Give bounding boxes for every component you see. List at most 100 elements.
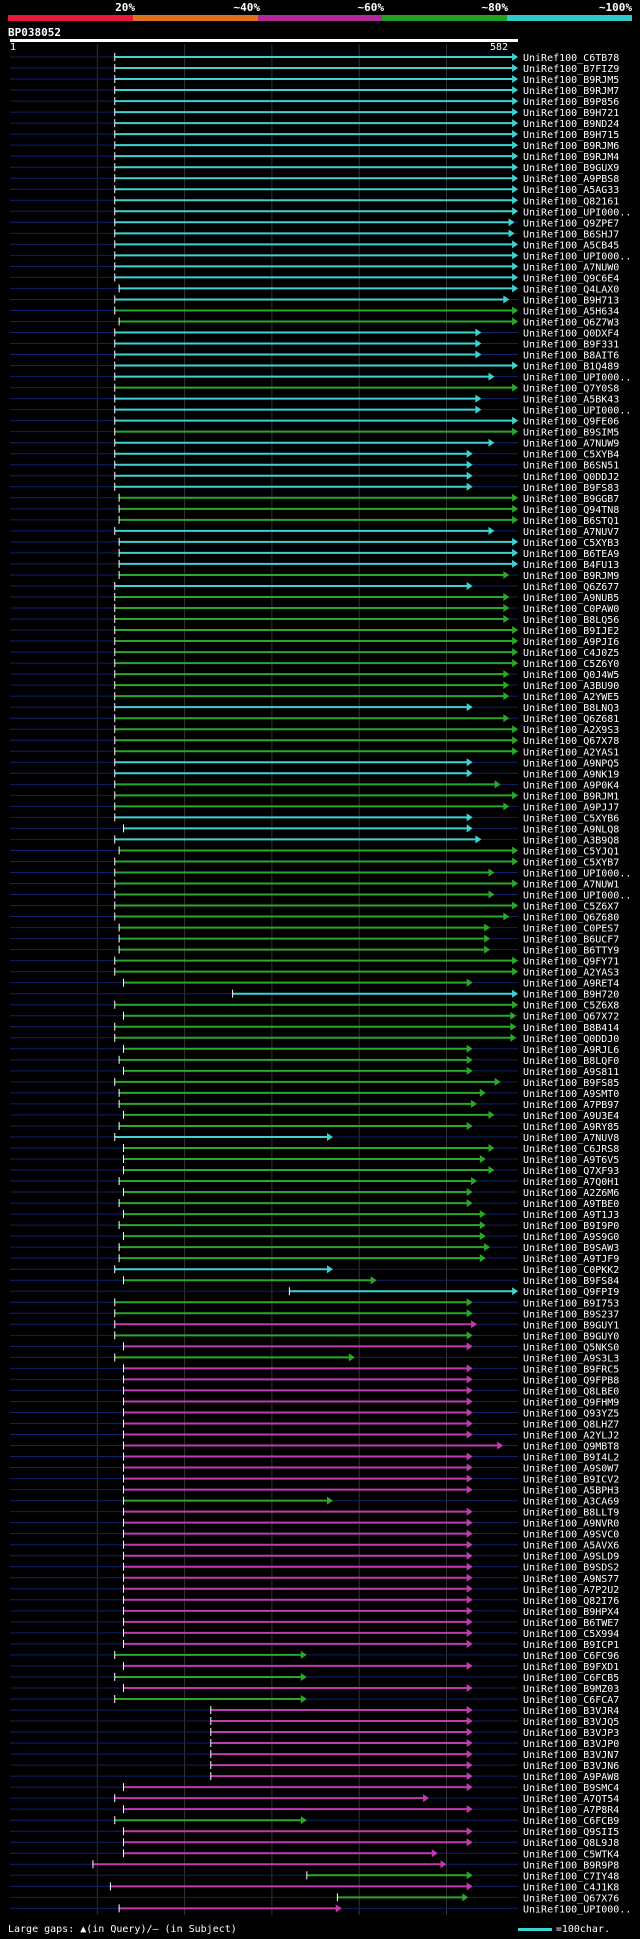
hit-end-arrow bbox=[466, 1617, 473, 1626]
hit-row: UniRef100_C5XYB3 bbox=[10, 537, 619, 549]
query-id: BP038052 bbox=[8, 26, 61, 39]
hit-label: UniRef100_C7IY48 bbox=[523, 1871, 619, 1882]
hit-row: UniRef100_B9ND24 bbox=[10, 119, 619, 130]
hit-row: UniRef100_A7NUW0 bbox=[10, 262, 619, 273]
hit-row: UniRef100_B9H713 bbox=[10, 295, 619, 306]
hit-label: UniRef100_Q82161 bbox=[523, 196, 619, 207]
hit-label: UniRef100_A5H634 bbox=[523, 306, 619, 317]
hit-end-arrow bbox=[512, 251, 519, 260]
hit-end-arrow bbox=[466, 1739, 473, 1748]
hit-end-arrow bbox=[466, 1342, 473, 1351]
hit-row: UniRef100_B9SDS2 bbox=[10, 1562, 619, 1574]
hit-label: UniRef100_A9T6V5 bbox=[523, 1155, 619, 1166]
hit-end-arrow bbox=[466, 1055, 473, 1064]
hit-row: UniRef100_A7P2U2 bbox=[10, 1584, 619, 1596]
hit-row: UniRef100_C6JRS8 bbox=[10, 1143, 619, 1155]
hit-row: UniRef100_A2YWE5 bbox=[10, 692, 619, 703]
hit-row: UniRef100_A3BU90 bbox=[10, 681, 619, 692]
hit-end-arrow bbox=[335, 1904, 342, 1913]
hit-row: UniRef100_B3VJR4 bbox=[10, 1706, 619, 1717]
hit-row: UniRef100_B9RJM7 bbox=[10, 86, 619, 97]
hit-end-arrow bbox=[512, 725, 519, 734]
hit-end-arrow bbox=[479, 1254, 486, 1263]
hit-row: UniRef100_C6FCB5 bbox=[10, 1672, 619, 1684]
hit-row: UniRef100_B6UCF7 bbox=[10, 934, 619, 946]
hit-row: UniRef100_A5AVX6 bbox=[10, 1540, 619, 1552]
hit-row: UniRef100_Q0DXF4 bbox=[10, 328, 619, 340]
hit-row: UniRef100_Q93YZ5 bbox=[10, 1408, 619, 1419]
hit-end-arrow bbox=[466, 1309, 473, 1318]
hit-label: UniRef100_B9MZ03 bbox=[523, 1684, 619, 1695]
hit-end-arrow bbox=[512, 174, 519, 183]
hit-row: UniRef100_A9SVC0 bbox=[10, 1529, 619, 1541]
hit-row: UniRef100_A9NS77 bbox=[10, 1573, 619, 1585]
hit-row: UniRef100_UPI000.. bbox=[10, 251, 631, 262]
hit-row: UniRef100_A9P0K4 bbox=[10, 780, 619, 791]
hit-label: UniRef100_A5AVX6 bbox=[523, 1541, 619, 1552]
query-start-label: 1 bbox=[10, 42, 17, 53]
hit-label: UniRef100_A9S9G0 bbox=[523, 1232, 619, 1243]
hit-label: UniRef100_B9GUY1 bbox=[523, 1320, 619, 1331]
hit-row: UniRef100_Q9ZPE7 bbox=[10, 218, 619, 229]
hit-row: UniRef100_C5Z6X7 bbox=[10, 901, 619, 913]
hit-row: UniRef100_C6FCA7 bbox=[10, 1694, 619, 1706]
hit-label: UniRef100_UPI000.. bbox=[523, 207, 631, 218]
hit-end-arrow bbox=[512, 416, 519, 425]
hit-end-arrow bbox=[466, 449, 473, 458]
hit-label: UniRef100_B3VJP3 bbox=[523, 1728, 619, 1739]
hit-row: UniRef100_B9GUY0 bbox=[10, 1331, 619, 1342]
hit-row: UniRef100_B8B414 bbox=[10, 1022, 619, 1034]
hit-row: UniRef100_B8AIT6 bbox=[10, 350, 619, 362]
hit-row: UniRef100_UPI000.. bbox=[10, 1904, 631, 1915]
hit-label: UniRef100_B9RJM5 bbox=[523, 75, 619, 86]
hit-end-arrow bbox=[466, 1717, 473, 1726]
hit-row: UniRef100_B9RJM4 bbox=[10, 152, 619, 163]
scale-note: =100char. bbox=[517, 1924, 610, 1935]
hit-row: UniRef100_A9TBE0 bbox=[10, 1199, 619, 1210]
hit-label: UniRef100_C0PKK2 bbox=[523, 1265, 619, 1276]
hit-label: UniRef100_A7P2U2 bbox=[523, 1585, 619, 1596]
hit-label: UniRef100_UPI000.. bbox=[523, 406, 631, 417]
hit-label: UniRef100_C5XYB6 bbox=[523, 813, 619, 824]
hit-label: UniRef100_A9PBS8 bbox=[523, 174, 619, 185]
hit-label: UniRef100_A9NVR0 bbox=[523, 1519, 619, 1530]
hit-end-arrow bbox=[300, 1650, 307, 1659]
hit-label: UniRef100_C5XYB4 bbox=[523, 450, 619, 461]
hit-row: UniRef100_C5Z6X8 bbox=[10, 1000, 619, 1012]
hit-end-arrow bbox=[431, 1849, 438, 1858]
hit-label: UniRef100_B6SN51 bbox=[523, 461, 619, 472]
hit-label: UniRef100_UPI000.. bbox=[523, 251, 631, 262]
hit-label: UniRef100_A9S3L3 bbox=[523, 1353, 619, 1364]
hit-end-arrow bbox=[512, 75, 519, 84]
legend-swatch-60 bbox=[257, 15, 383, 21]
hit-end-arrow bbox=[466, 1562, 473, 1571]
hit-end-arrow bbox=[475, 835, 482, 844]
hit-row: UniRef100_Q9FE06 bbox=[10, 416, 619, 428]
hit-end-arrow bbox=[503, 295, 510, 304]
hit-label: UniRef100_A9PAW8 bbox=[523, 1772, 619, 1783]
hit-end-arrow bbox=[466, 581, 473, 590]
hit-end-arrow bbox=[512, 317, 519, 326]
hit-row: UniRef100_B1Q489 bbox=[10, 361, 619, 373]
hit-label: UniRef100_B6UCF7 bbox=[523, 935, 619, 946]
hit-row: UniRef100_Q9FY71 bbox=[10, 956, 619, 968]
hit-row: UniRef100_A7Q0H1 bbox=[10, 1177, 619, 1188]
hit-end-arrow bbox=[512, 207, 519, 216]
hit-label: UniRef100_A9NUB5 bbox=[523, 593, 619, 604]
hit-end-arrow bbox=[503, 681, 510, 690]
hit-row: UniRef100_UPI000.. bbox=[10, 868, 631, 879]
hit-end-arrow bbox=[488, 1166, 495, 1175]
hit-row: UniRef100_C5X994 bbox=[10, 1628, 619, 1640]
hit-label: UniRef100_A9PJJ7 bbox=[523, 802, 619, 813]
hit-end-arrow bbox=[503, 802, 510, 811]
hit-row: UniRef100_B9FS84 bbox=[10, 1276, 619, 1287]
hit-row: UniRef100_A2YLJ2 bbox=[10, 1430, 619, 1442]
hit-row: UniRef100_B9F331 bbox=[10, 339, 619, 351]
hit-end-arrow bbox=[466, 1188, 473, 1197]
hit-label: UniRef100_B9RJM9 bbox=[523, 571, 619, 582]
hit-row: UniRef100_B9SAW3 bbox=[10, 1243, 619, 1254]
hit-end-arrow bbox=[512, 273, 519, 282]
hit-label: UniRef100_A3B9Q8 bbox=[523, 835, 619, 846]
hit-label: UniRef100_A5CB45 bbox=[523, 240, 619, 251]
